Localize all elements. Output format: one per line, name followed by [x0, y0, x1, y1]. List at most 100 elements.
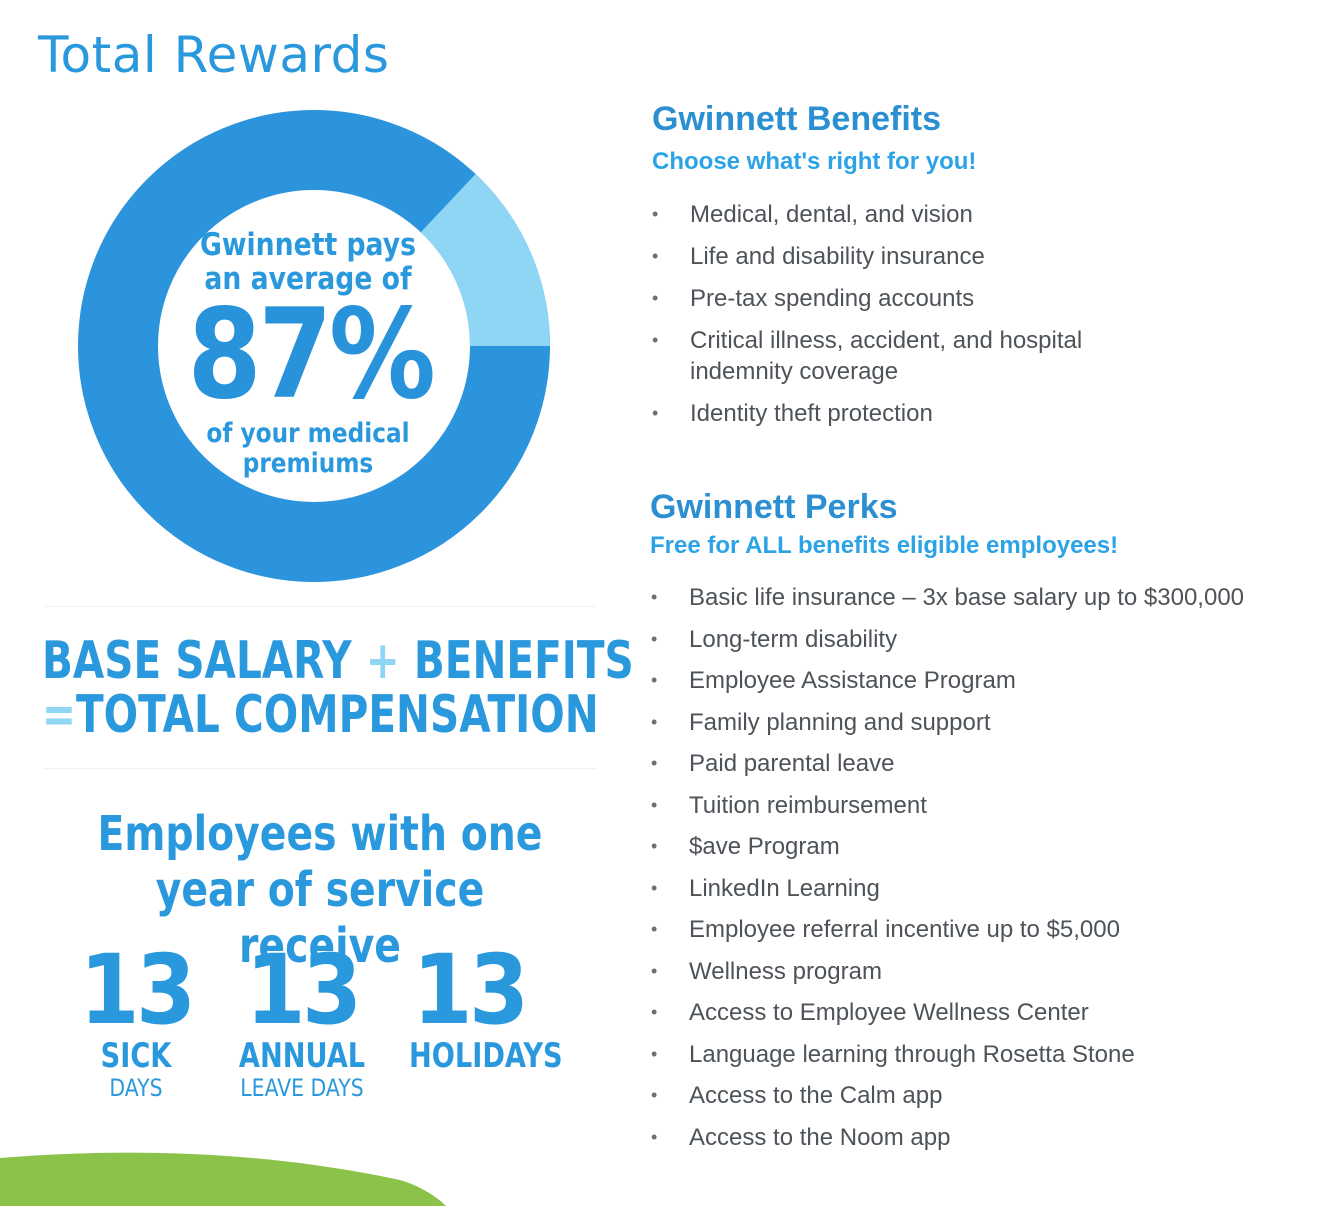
list-item: • Tuition reimbursement — [651, 790, 1321, 821]
list-item: • Basic life insurance – 3x base salary u… — [651, 582, 1321, 613]
bullet: • — [652, 403, 659, 423]
service-heading-line2: year of service receive — [155, 862, 485, 974]
bullet: • — [651, 711, 658, 732]
donut-line3: of your medical — [206, 418, 410, 449]
donut-line2: an average of — [204, 261, 412, 297]
bullet: • — [651, 836, 658, 856]
bullet: • — [652, 330, 659, 350]
stat-annual-leave: 13 ANNUAL LEAVE DAYS — [222, 942, 382, 1102]
bullet: • — [651, 1002, 658, 1022]
service-heading-line1: Employees with one — [97, 806, 543, 862]
list-item: • Pre-tax spending accounts — [652, 283, 1292, 314]
equals-sign: = — [42, 685, 76, 745]
list-item: • Identity theft protection — [652, 398, 1292, 429]
donut-caption-top: Gwinnett pays an average of — [179, 228, 437, 296]
list-item-text: Medical, dental, and vision — [690, 201, 973, 228]
list-item-text: Critical illness, accident, and hospital… — [690, 327, 1083, 385]
list-item-text: Long-term disability — [689, 625, 898, 653]
bullet: • — [651, 670, 658, 690]
bullet: • — [651, 587, 658, 607]
bullet: • — [651, 753, 658, 773]
perks-title: Gwinnett Perks — [650, 488, 898, 526]
list-item-text: Paid parental leave — [689, 750, 895, 777]
donut-percent: 87% — [187, 283, 436, 427]
perks-subtitle: Free for ALL benefits eligible employees… — [650, 532, 1119, 559]
list-item-text: Employee Assistance Program — [689, 667, 1016, 694]
stat-number: 13 — [412, 934, 529, 1046]
stat-sub: LEAVE DAYS — [240, 1074, 364, 1102]
bullet: • — [652, 204, 659, 224]
stat-sick-days: 13 SICK DAYS — [66, 942, 206, 1102]
stat-number: 13 — [245, 934, 362, 1046]
stat-label: HOLIDAYS — [409, 1036, 563, 1076]
list-item-text: Access to the Calm app — [689, 1082, 943, 1109]
green-swoosh-decoration — [0, 1152, 446, 1206]
donut-remainder-slice — [420, 173, 550, 348]
list-item-text: Basic life insurance – 3x base salary up… — [689, 584, 1245, 611]
list-item: • Language learning through Rosetta Stone — [651, 1039, 1321, 1070]
donut-line1: Gwinnett pays — [200, 227, 416, 263]
list-item: • Paid parental leave — [651, 748, 1321, 779]
green-swoosh-shape — [0, 1152, 446, 1206]
list-item-text: Language learning through Rosetta Stone — [689, 1040, 1135, 1068]
list-item: • Access to the Calm app — [651, 1080, 1321, 1111]
equation-base-salary: BASE SALARY — [42, 631, 352, 691]
list-item: • Employee referral incentive up to $5,00… — [651, 914, 1321, 945]
stat-sub: DAYS — [109, 1074, 163, 1102]
list-item: • $ave Program — [651, 831, 1321, 862]
stat-holidays: 13 HOLIDAYS — [394, 934, 563, 1076]
list-item: • Life and disability insurance — [652, 241, 1292, 272]
list-item-text: Tuition reimbursement — [689, 791, 927, 819]
equation-total: TOTAL COMPENSATION — [75, 685, 599, 745]
bullet: • — [651, 1126, 658, 1147]
compensation-equation: BASE SALARY + BENEFITS =TOTAL COMPENSATI… — [42, 631, 634, 742]
bullet: • — [651, 1043, 658, 1064]
stat-label: SICK — [100, 1036, 172, 1076]
premium-donut-chart — [76, 108, 552, 584]
divider — [44, 768, 596, 769]
list-item-text: Access to the Noom app — [689, 1123, 951, 1151]
list-item: • Access to Employee Wellness Center — [651, 997, 1321, 1028]
perks-list: • Basic life insurance – 3x base salary u… — [651, 582, 1321, 1163]
bullet: • — [651, 1085, 658, 1105]
list-item: • Family planning and support — [651, 707, 1321, 738]
list-item-text: LinkedIn Learning — [689, 874, 880, 902]
list-item: • Access to the Noom app — [651, 1122, 1321, 1153]
donut-caption-bottom: of your medical premiums — [179, 419, 437, 479]
list-item-text: Employee referral incentive up to $5,000 — [689, 916, 1120, 943]
list-item-text: Family planning and support — [689, 708, 991, 736]
bullet: • — [651, 628, 658, 649]
list-item: • Long-term disability — [651, 624, 1321, 655]
stat-label: ANNUAL — [238, 1036, 366, 1076]
list-item-text: Identity theft protection — [690, 400, 933, 427]
list-item-text: Wellness program — [689, 957, 882, 985]
bullet: • — [651, 794, 658, 815]
page-title: Total Rewards — [38, 26, 390, 84]
list-item-text: Pre-tax spending accounts — [690, 285, 975, 312]
bullet: • — [651, 919, 658, 939]
bullet: • — [651, 877, 658, 898]
list-item-text: Life and disability insurance — [690, 243, 985, 270]
equation-line2: =TOTAL COMPENSATION — [42, 688, 604, 742]
list-item-text: $ave Program — [689, 833, 840, 860]
list-item: • Wellness program — [651, 956, 1321, 987]
equation-benefits: BENEFITS — [413, 631, 634, 691]
list-item: • Employee Assistance Program — [651, 665, 1321, 696]
plus-sign: + — [365, 631, 400, 691]
bullet: • — [651, 960, 658, 981]
service-heading: Employees with one year of service recei… — [90, 806, 549, 974]
bullet: • — [652, 246, 659, 266]
divider — [44, 606, 596, 607]
equation-line1: BASE SALARY + BENEFITS — [42, 631, 634, 691]
benefits-list: • Medical, dental, and vision • Life and d… — [652, 199, 1292, 440]
stat-number: 13 — [79, 934, 196, 1046]
bullet: • — [652, 288, 659, 308]
list-item: • Critical illness, accident, and hospita… — [652, 325, 1130, 387]
donut-svg — [78, 110, 550, 582]
donut-line4: premiums — [242, 448, 374, 479]
benefits-title: Gwinnett Benefits — [652, 100, 942, 138]
list-item: • Medical, dental, and vision — [652, 199, 1292, 230]
list-item: • LinkedIn Learning — [651, 873, 1321, 904]
benefits-subtitle: Choose what's right for you! — [652, 148, 977, 175]
list-item-text: Access to Employee Wellness Center — [689, 999, 1089, 1026]
